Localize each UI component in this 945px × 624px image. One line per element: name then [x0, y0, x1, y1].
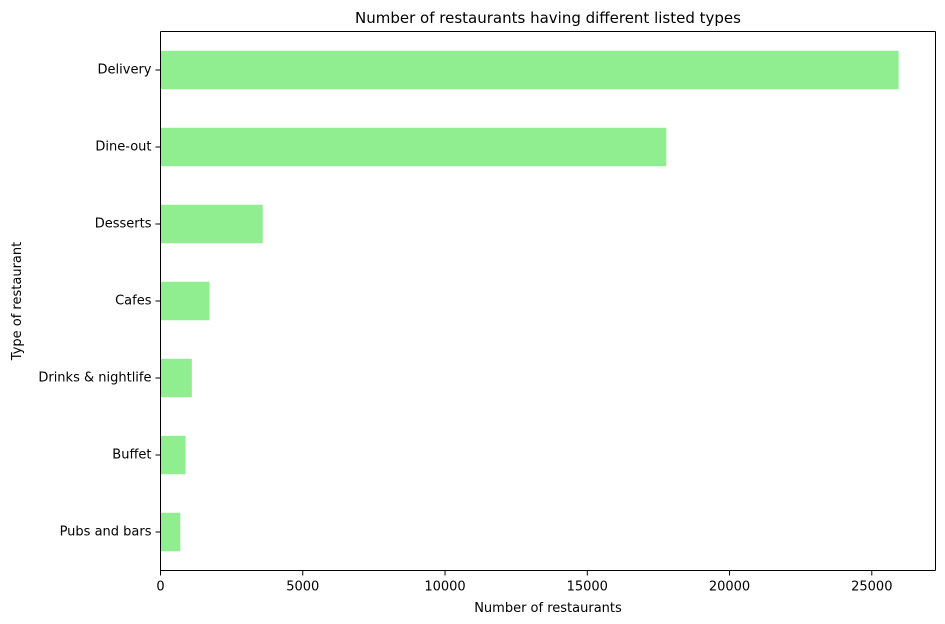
bar-delivery	[160, 50, 899, 90]
y-tick-label-drinks-and-nightlife: Drinks & nightlife	[38, 371, 151, 386]
y-tick-label-dine-out: Dine-out	[95, 140, 151, 155]
chart-title: Number of restaurants having different l…	[355, 9, 741, 27]
y-axis-label: Type of restaurant	[10, 242, 25, 361]
y-tick-label-pubs-and-bars: Pubs and bars	[60, 525, 152, 540]
x-tick-label: 10000	[424, 580, 465, 595]
x-axis-label: Number of restaurants	[474, 601, 622, 616]
bar-dine-out	[160, 127, 667, 167]
y-axis-ticks: Delivery Dine-out Desserts Cafes Drinks & ni…	[38, 63, 161, 540]
bar-desserts	[160, 204, 263, 244]
y-tick-label-desserts: Desserts	[95, 217, 152, 232]
x-tick-label: 20000	[709, 580, 750, 595]
y-tick-label-buffet: Buffet	[112, 448, 151, 463]
x-tick-label: 15000	[567, 580, 608, 595]
x-tick-label: 25000	[851, 580, 892, 595]
y-tick-label-delivery: Delivery	[98, 63, 152, 78]
x-tick-label: 5000	[286, 580, 319, 595]
bar-drinks-and-nightlife	[160, 358, 192, 398]
y-tick-label-cafes: Cafes	[115, 294, 152, 309]
bar-buffet	[160, 435, 186, 475]
bar-cafes	[160, 281, 210, 321]
bar-pubs-and-bars	[160, 512, 181, 552]
bars-group	[160, 50, 899, 552]
x-axis-ticks: 0 5000 10000 15000 20000 25000	[156, 570, 892, 595]
x-tick-label: 0	[156, 580, 164, 595]
